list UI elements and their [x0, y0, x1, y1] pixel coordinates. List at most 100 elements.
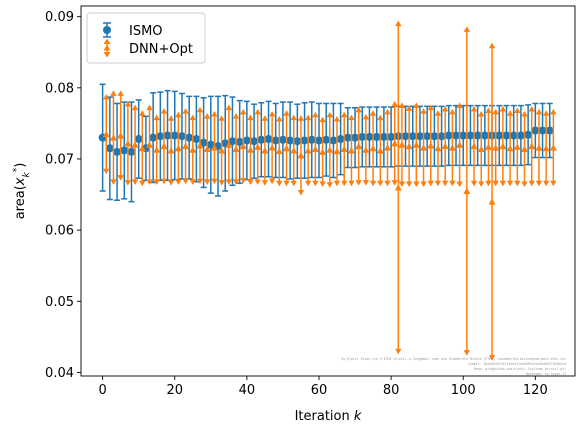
dnn-opt-cap-top: [240, 108, 247, 115]
dnn-opt-point-marker: [210, 144, 218, 151]
dnn-opt-cap-top: [304, 114, 312, 121]
dnn-opt-errorbar-point: [528, 106, 536, 187]
ismo-errorbar-point: [452, 104, 461, 167]
dnn-opt-cap-top: [535, 108, 543, 115]
dnn-opt-point-marker: [138, 144, 146, 152]
dnn-opt-point-marker: [362, 146, 370, 153]
dnn-opt-cap-bottom: [478, 181, 485, 188]
dnn-opt-cap-bottom: [456, 181, 463, 188]
dnn-opt-cap-top: [434, 110, 442, 116]
dnn-opt-errorbar-point: [405, 105, 413, 188]
ismo-errorbar-point: [379, 106, 388, 168]
legend-dnn-opt-marker: [103, 38, 111, 58]
ismo-point-marker: [401, 132, 410, 141]
dnn-opt-cap-top: [492, 108, 499, 115]
watermark-line-3: Repo: git@github.com:kjetil-lye/ismo_air…: [474, 367, 566, 371]
dnn-opt-cap-bottom: [211, 178, 218, 185]
dnn-opt-point-marker: [153, 146, 161, 153]
dnn-opt-point-marker: [268, 144, 276, 151]
dnn-opt-cap-bottom: [319, 181, 326, 188]
dnn-opt-point-marker: [160, 142, 168, 150]
dnn-opt-errorbar-point: [196, 106, 204, 185]
series-ismo: [98, 83, 554, 203]
y-tick-label: 0.05: [45, 295, 74, 310]
dnn-opt-errorbar-point: [246, 114, 254, 185]
dnn-opt-cap-top: [276, 116, 283, 122]
dnn-opt-cap-bottom: [297, 190, 305, 196]
dnn-opt-cap-bottom: [492, 180, 499, 187]
legend-dnn-opt-label: DNN+Opt: [129, 42, 193, 57]
dnn-opt-errorbar-point: [146, 104, 154, 185]
x-tick-label: 0: [98, 383, 106, 398]
dnn-opt-cap-bottom: [395, 348, 402, 355]
dnn-opt-cap-bottom: [196, 178, 204, 185]
dnn-opt-point-marker: [369, 144, 377, 152]
dnn-opt-point-marker: [333, 147, 341, 155]
dnn-opt-errorbar-point: [398, 102, 406, 188]
legend-ismo-marker: [103, 22, 111, 38]
ismo-errorbar-point: [358, 106, 367, 168]
ismo-point-marker: [278, 135, 287, 144]
ismo-point-marker: [264, 135, 273, 144]
ismo-point-marker: [105, 144, 114, 153]
ismo-errorbar-point: [329, 102, 338, 179]
ismo-errorbar-point: [387, 106, 396, 168]
dnn-opt-cap-top: [420, 108, 427, 114]
dnn-opt-cap-bottom: [514, 180, 521, 187]
ismo-point-marker: [120, 146, 129, 155]
ismo-errorbar-point: [199, 97, 208, 189]
ismo-point-marker: [170, 131, 179, 140]
dnn-opt-cap-bottom: [153, 179, 160, 185]
dnn-opt-cap-bottom: [175, 179, 182, 185]
dnn-opt-cap-bottom: [521, 181, 528, 188]
dnn-opt-errorbar-point: [362, 113, 370, 186]
dnn-opt-cap-top: [398, 102, 406, 108]
dnn-opt-cap-bottom: [441, 180, 449, 187]
ismo-errorbar-point: [336, 102, 345, 176]
dnn-opt-cap-top: [395, 20, 402, 27]
dnn-opt-cap-bottom: [369, 180, 377, 187]
dnn-opt-errorbar-point: [499, 106, 507, 187]
ismo-point-marker: [480, 131, 489, 140]
dnn-opt-errorbar-point: [412, 102, 420, 188]
dnn-opt-cap-top: [290, 114, 297, 121]
dnn-opt-point-marker: [477, 145, 485, 153]
dnn-opt-errorbar-point: [319, 116, 327, 188]
dnn-opt-cap-top: [441, 106, 449, 112]
ismo-errorbar-point: [516, 104, 525, 167]
ismo-errorbar-point: [257, 102, 266, 178]
dnn-opt-cap-top: [485, 107, 492, 113]
dnn-opt-errorbar-point: [470, 106, 478, 187]
dnn-opt-errorbar-point: [311, 111, 319, 187]
dnn-opt-cap-bottom: [131, 179, 139, 185]
dnn-opt-errorbar-point: [369, 110, 377, 187]
dnn-opt-cap-bottom: [117, 175, 124, 181]
dnn-opt-cap-top: [167, 115, 175, 121]
legend-box: [86, 12, 206, 64]
ismo-errorbar-point: [163, 89, 172, 182]
dnn-opt-point-marker: [117, 132, 125, 139]
dnn-opt-errorbar-point: [394, 20, 402, 355]
watermark-annotation: By Kjetil Olsen Lye @ ETHZ <kjetil.o.lye…: [341, 357, 566, 376]
ismo-point-marker: [343, 133, 352, 142]
dnn-opt-cap-bottom: [247, 179, 254, 185]
dnn-opt-cap-top: [247, 114, 254, 121]
dnn-opt-point-marker: [376, 146, 384, 154]
dnn-opt-errorbar-point: [391, 101, 399, 186]
dnn-opt-errorbar-point: [268, 111, 276, 185]
dnn-opt-cap-top: [146, 104, 153, 111]
ismo-errorbar-point: [300, 102, 309, 179]
dnn-opt-errorbar-point: [535, 108, 543, 187]
dnn-opt-cap-top: [384, 108, 391, 115]
dnn-opt-errorbar-point: [427, 104, 435, 187]
dnn-opt-cap-top: [521, 111, 528, 117]
dnn-opt-point-marker: [326, 146, 334, 153]
dnn-opt-cap-bottom: [139, 180, 146, 187]
dnn-opt-errorbar-point: [210, 111, 218, 185]
ismo-errorbar-point: [423, 105, 432, 167]
dnn-opt-point-marker: [355, 142, 363, 150]
dnn-opt-cap-bottom: [413, 181, 420, 188]
dnn-opt-cap-top: [478, 111, 485, 117]
dnn-opt-cap-top: [470, 106, 478, 112]
dnn-opt-point-marker: [109, 134, 117, 141]
